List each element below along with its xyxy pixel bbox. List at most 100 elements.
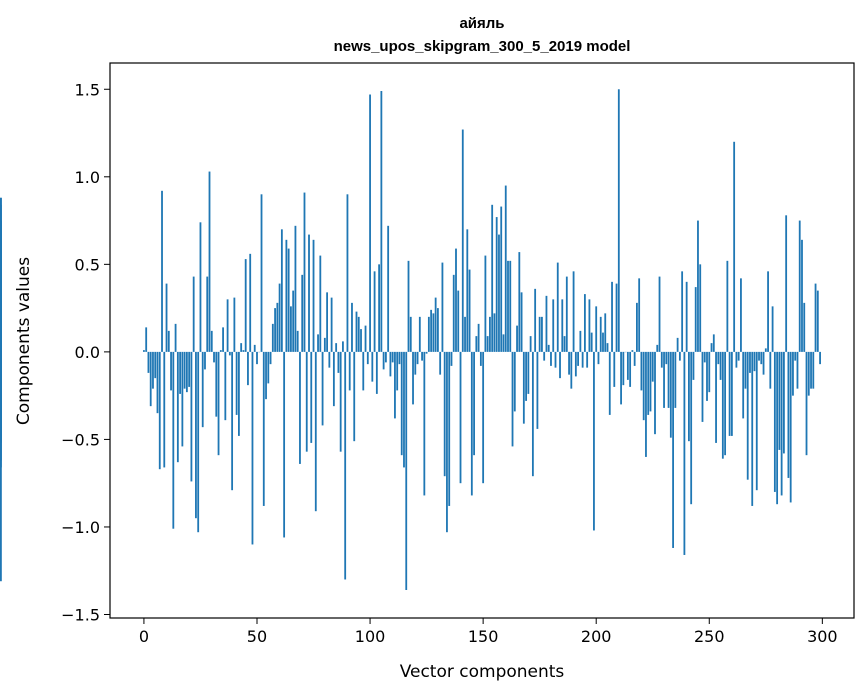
bar-135 (448, 351, 451, 506)
bar-357 (0, 351, 2, 428)
bar-126 (427, 316, 430, 352)
bar-249 (706, 351, 708, 401)
bar-1 (145, 327, 148, 352)
bar-295 (810, 351, 812, 389)
bar-146 (473, 351, 475, 456)
y-tick-label: 0.5 (75, 255, 100, 274)
bar-52 (260, 194, 263, 352)
bar-6 (156, 351, 159, 414)
bar-227 (656, 344, 659, 352)
bar-81 (326, 292, 328, 352)
bar-27 (204, 351, 206, 370)
x-tick-label: 200 (581, 627, 612, 646)
bar-76 (314, 351, 317, 512)
bar-75 (312, 239, 315, 352)
bar-272 (758, 351, 760, 361)
bar-157 (498, 234, 500, 352)
bar-138 (455, 248, 457, 352)
bar-247 (701, 351, 704, 422)
bar-39 (231, 351, 234, 491)
bar-177 (543, 351, 546, 361)
bar-0 (143, 350, 145, 352)
bar-107 (384, 351, 387, 363)
bar-94 (355, 311, 358, 352)
bar-129 (434, 297, 437, 352)
bar-287 (792, 351, 794, 396)
bar-63 (285, 239, 288, 352)
bar-58 (274, 308, 276, 352)
bar-13 (172, 351, 175, 529)
bar-174 (536, 351, 539, 429)
bar-145 (470, 351, 473, 496)
bar-127 (430, 309, 433, 352)
bar-137 (452, 274, 455, 352)
bar-118 (409, 316, 412, 352)
bar-271 (755, 351, 758, 491)
bar-251 (710, 343, 713, 352)
bar-60 (278, 283, 281, 352)
bar-281 (778, 351, 781, 450)
bar-197 (588, 299, 591, 352)
bar-278 (771, 306, 774, 352)
bar-263 (737, 351, 740, 361)
bar-226 (654, 351, 656, 435)
bar-149 (479, 351, 482, 366)
bar-252 (712, 334, 715, 352)
bar-267 (746, 351, 749, 480)
bar-139 (457, 290, 460, 352)
bar-270 (753, 351, 756, 372)
bar-279 (773, 351, 776, 492)
bar-268 (749, 351, 751, 373)
bar-277 (769, 351, 772, 389)
bar-189 (570, 351, 573, 389)
bar-231 (665, 351, 668, 365)
bar-20 (188, 351, 191, 387)
bar-120 (414, 351, 417, 375)
bar-253 (715, 351, 717, 443)
bar-248 (703, 351, 706, 363)
bar-80 (323, 337, 326, 352)
bar-240 (685, 281, 688, 352)
bar-173 (534, 288, 537, 352)
bar-108 (387, 225, 390, 352)
bar-91 (348, 351, 351, 391)
bar-136 (450, 351, 453, 366)
bar-152 (486, 336, 489, 352)
bar-140 (459, 351, 462, 484)
bar-121 (416, 351, 419, 365)
bar-10 (165, 283, 168, 352)
bar-274 (762, 351, 765, 375)
bar-59 (276, 302, 279, 352)
chart-title: айяль (459, 15, 504, 32)
bar-96 (360, 329, 362, 352)
bar-212 (622, 351, 625, 386)
x-tick-label: 0 (139, 627, 149, 646)
bar-26 (201, 351, 204, 428)
bar-207 (611, 281, 613, 352)
bar-41 (235, 351, 238, 415)
bar-66 (292, 290, 295, 352)
bar-40 (233, 297, 236, 352)
bar-204 (604, 313, 607, 352)
bar-128 (432, 313, 435, 352)
bar-50 (256, 351, 258, 365)
bar-21 (190, 351, 193, 482)
bar-280 (776, 351, 779, 505)
bar-28 (206, 276, 209, 352)
bar-56 (269, 351, 272, 365)
bar-3 (149, 351, 152, 407)
bar-219 (638, 278, 641, 352)
bar-199 (593, 351, 595, 531)
bar-98 (364, 325, 367, 352)
bar-143 (466, 229, 469, 352)
bar-171 (529, 336, 532, 352)
bar-187 (565, 276, 568, 352)
bar-169 (525, 351, 527, 401)
bar-154 (491, 204, 494, 352)
bar-255 (719, 351, 722, 380)
bar-68 (296, 330, 299, 352)
bar-117 (407, 260, 410, 352)
bar-151 (484, 255, 487, 352)
bar-179 (547, 344, 550, 352)
bar-193 (579, 330, 582, 352)
